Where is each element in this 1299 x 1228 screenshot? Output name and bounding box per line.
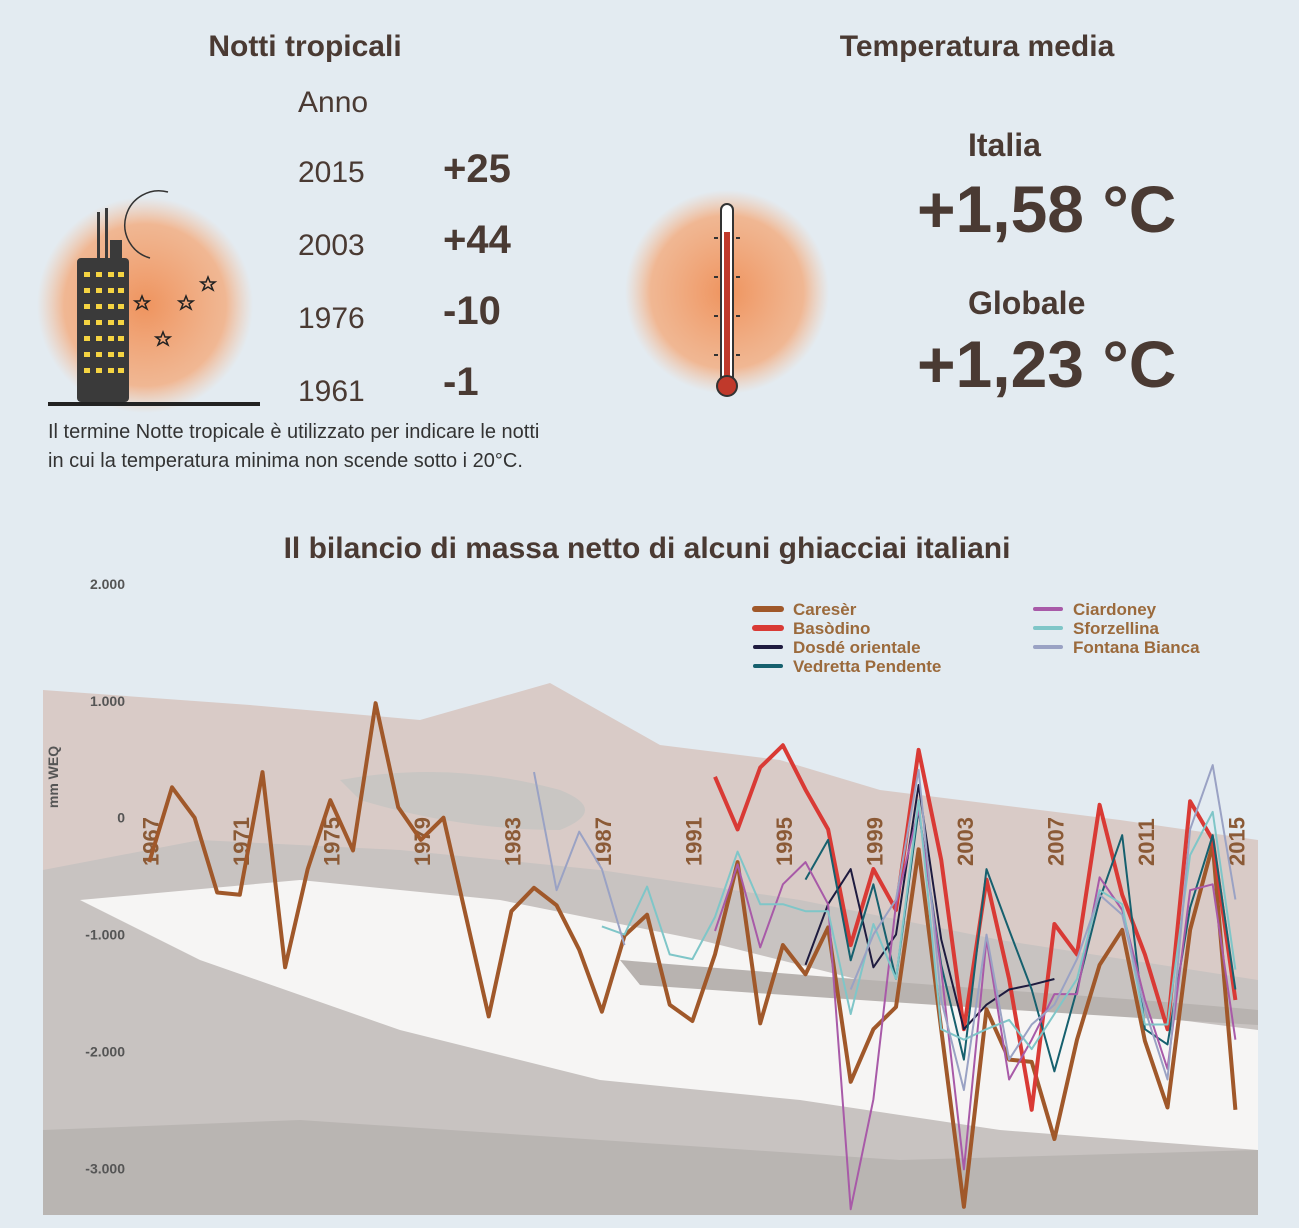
x-tick-label: 1995 [772, 817, 797, 866]
y-axis-label: mm WEQ [45, 746, 61, 808]
temp-label: Globale [968, 285, 1085, 321]
table-header: Anno [298, 86, 368, 119]
section-title: Notti tropicali [208, 30, 401, 63]
series-line [714, 808, 1237, 1211]
landscape-background [43, 683, 1258, 1215]
series-line [804, 784, 1055, 1031]
year-cell: 2003 [298, 229, 365, 262]
series-line [533, 764, 1237, 1091]
x-tick-label: 2011 [1134, 818, 1159, 866]
series-line [713, 743, 1238, 1112]
y-tick-label: -1.000 [85, 927, 125, 943]
x-tick-label: 1999 [862, 817, 887, 866]
year-cell: 2015 [298, 156, 365, 189]
value-cell: +44 [443, 218, 512, 262]
legend-label: Caresèr [793, 600, 857, 619]
city-icon [48, 190, 260, 406]
legend-label: Ciardoney [1073, 600, 1157, 619]
year-cell: 1976 [298, 302, 365, 335]
note: Il termine Notte tropicale è utilizzato … [48, 421, 540, 472]
legend-label: Vedretta Pendente [793, 657, 941, 676]
y-tick-label: 1.000 [90, 693, 125, 709]
value-cell: -1 [443, 360, 479, 404]
series-line [804, 808, 1237, 1073]
value-cell: +25 [443, 147, 511, 191]
temp-label: Italia [968, 127, 1041, 163]
x-tick-label: 2003 [953, 817, 978, 866]
y-tick-label: -3.000 [85, 1160, 125, 1176]
x-tick-label: 1991 [681, 817, 706, 866]
year-cell: 1961 [298, 375, 365, 408]
temp-value: +1,23 °C [917, 327, 1176, 401]
chart-title: Il bilancio di massa netto di alcuni ghi… [284, 532, 1011, 565]
series-line [147, 701, 1238, 1209]
legend-label: Sforzellina [1073, 619, 1160, 638]
legend-label: Dosdé orientale [793, 638, 921, 657]
x-tick-label: 1983 [500, 817, 525, 866]
legend-label: Fontana Bianca [1073, 638, 1200, 657]
value-cell: -10 [443, 289, 501, 333]
x-tick-label: 1979 [410, 817, 435, 866]
thermometer-icon [714, 203, 740, 397]
y-tick-label: 2.000 [90, 576, 125, 592]
y-tick-label: 0 [117, 810, 125, 826]
temp-value: +1,58 °C [917, 172, 1176, 246]
section-title: Temperatura media [840, 30, 1115, 63]
legend-label: Basòdino [793, 619, 870, 638]
x-tick-label: 2007 [1043, 817, 1068, 866]
y-tick-label: -2.000 [85, 1043, 125, 1059]
